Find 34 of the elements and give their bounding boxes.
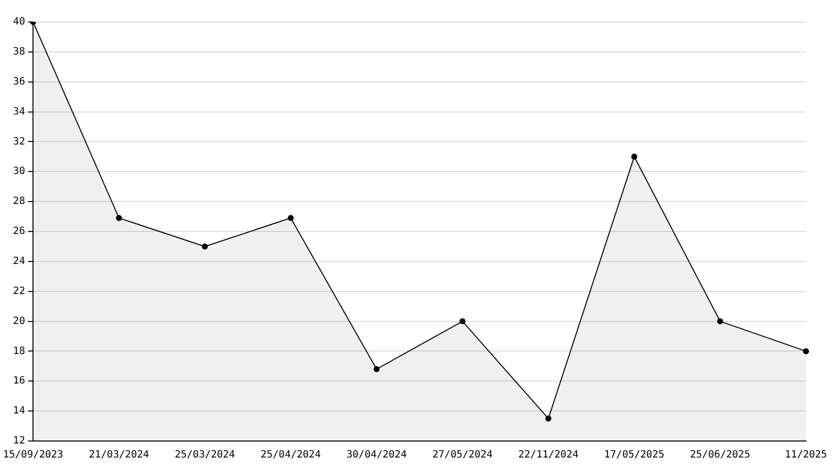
y-tick-label: 28 xyxy=(13,196,26,208)
point xyxy=(803,348,809,354)
x-tick-label: 15/09/2023 xyxy=(2,450,64,461)
x-tick-label: 30/04/2024 xyxy=(346,450,407,461)
x-tick-label: 25/04/2024 xyxy=(260,450,321,461)
y-tick-label: 38 xyxy=(13,46,26,58)
point xyxy=(374,366,380,372)
x-tick-label: 25/03/2024 xyxy=(174,450,235,461)
point xyxy=(545,416,552,422)
point xyxy=(717,318,724,324)
y-tick-label: 24 xyxy=(13,256,26,268)
point xyxy=(116,215,122,222)
y-tick-label: 18 xyxy=(13,346,26,357)
y-tick-label: 12 xyxy=(13,436,26,447)
x-tick-label: 22/11/2024 xyxy=(518,450,578,461)
point xyxy=(631,154,638,160)
x-tick-label: 27/05/2024 xyxy=(432,450,493,461)
point xyxy=(459,318,466,324)
x-tick-label: 25/06/2025 xyxy=(690,450,750,461)
y-tick-label: 14 xyxy=(13,406,26,417)
y-tick-label: 16 xyxy=(13,376,26,387)
y-tick-label: 22 xyxy=(13,286,26,297)
point xyxy=(288,215,294,222)
y-tick-label: 36 xyxy=(13,76,26,88)
y-tick-label: 26 xyxy=(13,226,26,238)
y-tick-label: 20 xyxy=(13,316,26,327)
point xyxy=(202,243,208,250)
x-tick-label: 21/03/2024 xyxy=(88,450,150,461)
y-tick-label: 40 xyxy=(13,16,26,28)
x-tick-label: 11/2025 xyxy=(784,450,828,461)
y-tick-label: 32 xyxy=(13,136,26,148)
y-tick-label: 30 xyxy=(13,166,26,178)
x-tick-label: 17/05/2025 xyxy=(604,450,664,461)
y-tick-label: 34 xyxy=(13,106,26,118)
